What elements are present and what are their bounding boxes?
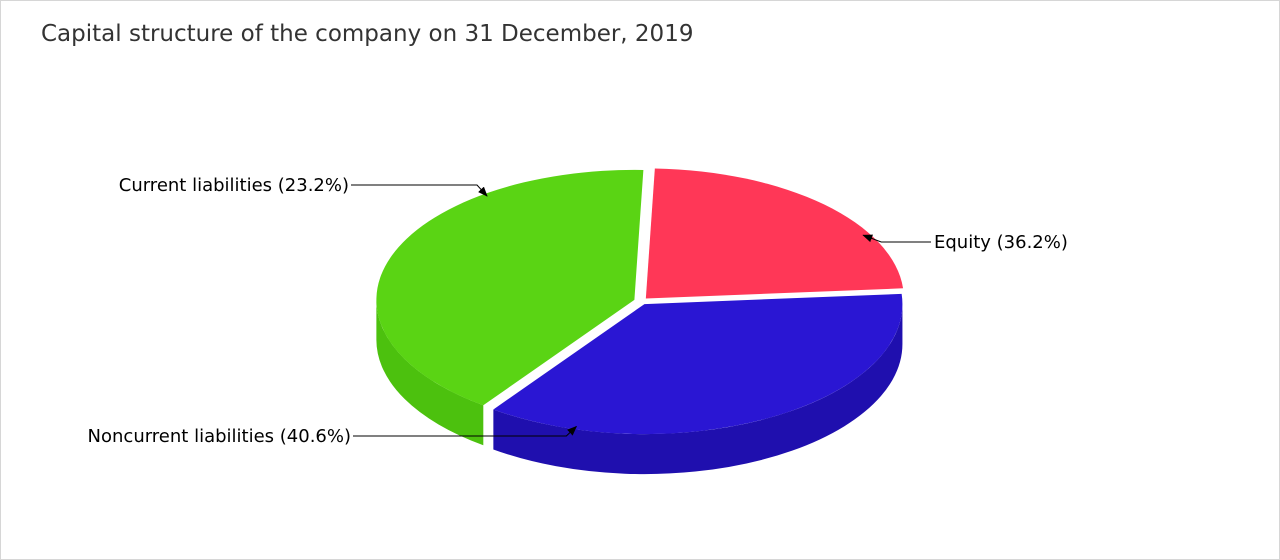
pie-side-equity — [493, 304, 903, 475]
slice-label-equity: Equity (36.2%) — [934, 232, 1068, 253]
slice-labels: Current liabilities (23.2%) Equity (36.2%… — [88, 175, 1068, 447]
pie-side-noncurrent-liabilities — [376, 299, 484, 446]
leader-lines — [351, 184, 931, 437]
leader-line-noncurrent-liabilities — [353, 425, 578, 437]
leader-line-equity — [862, 234, 931, 243]
pie-slice-current-liabilities — [645, 168, 904, 299]
slice-label-noncurrent-liabilities: Noncurrent liabilities (40.6%) — [88, 426, 351, 447]
chart-title: Capital structure of the company on 31 D… — [41, 21, 694, 47]
pie-slice-equity — [493, 293, 903, 435]
pie-tops — [376, 168, 904, 435]
leader-line-current-liabilities — [351, 184, 488, 197]
pie-slice-noncurrent-liabilities — [376, 169, 644, 406]
slice-label-current-liabilities: Current liabilities (23.2%) — [119, 175, 349, 196]
pie-sides — [376, 299, 903, 475]
